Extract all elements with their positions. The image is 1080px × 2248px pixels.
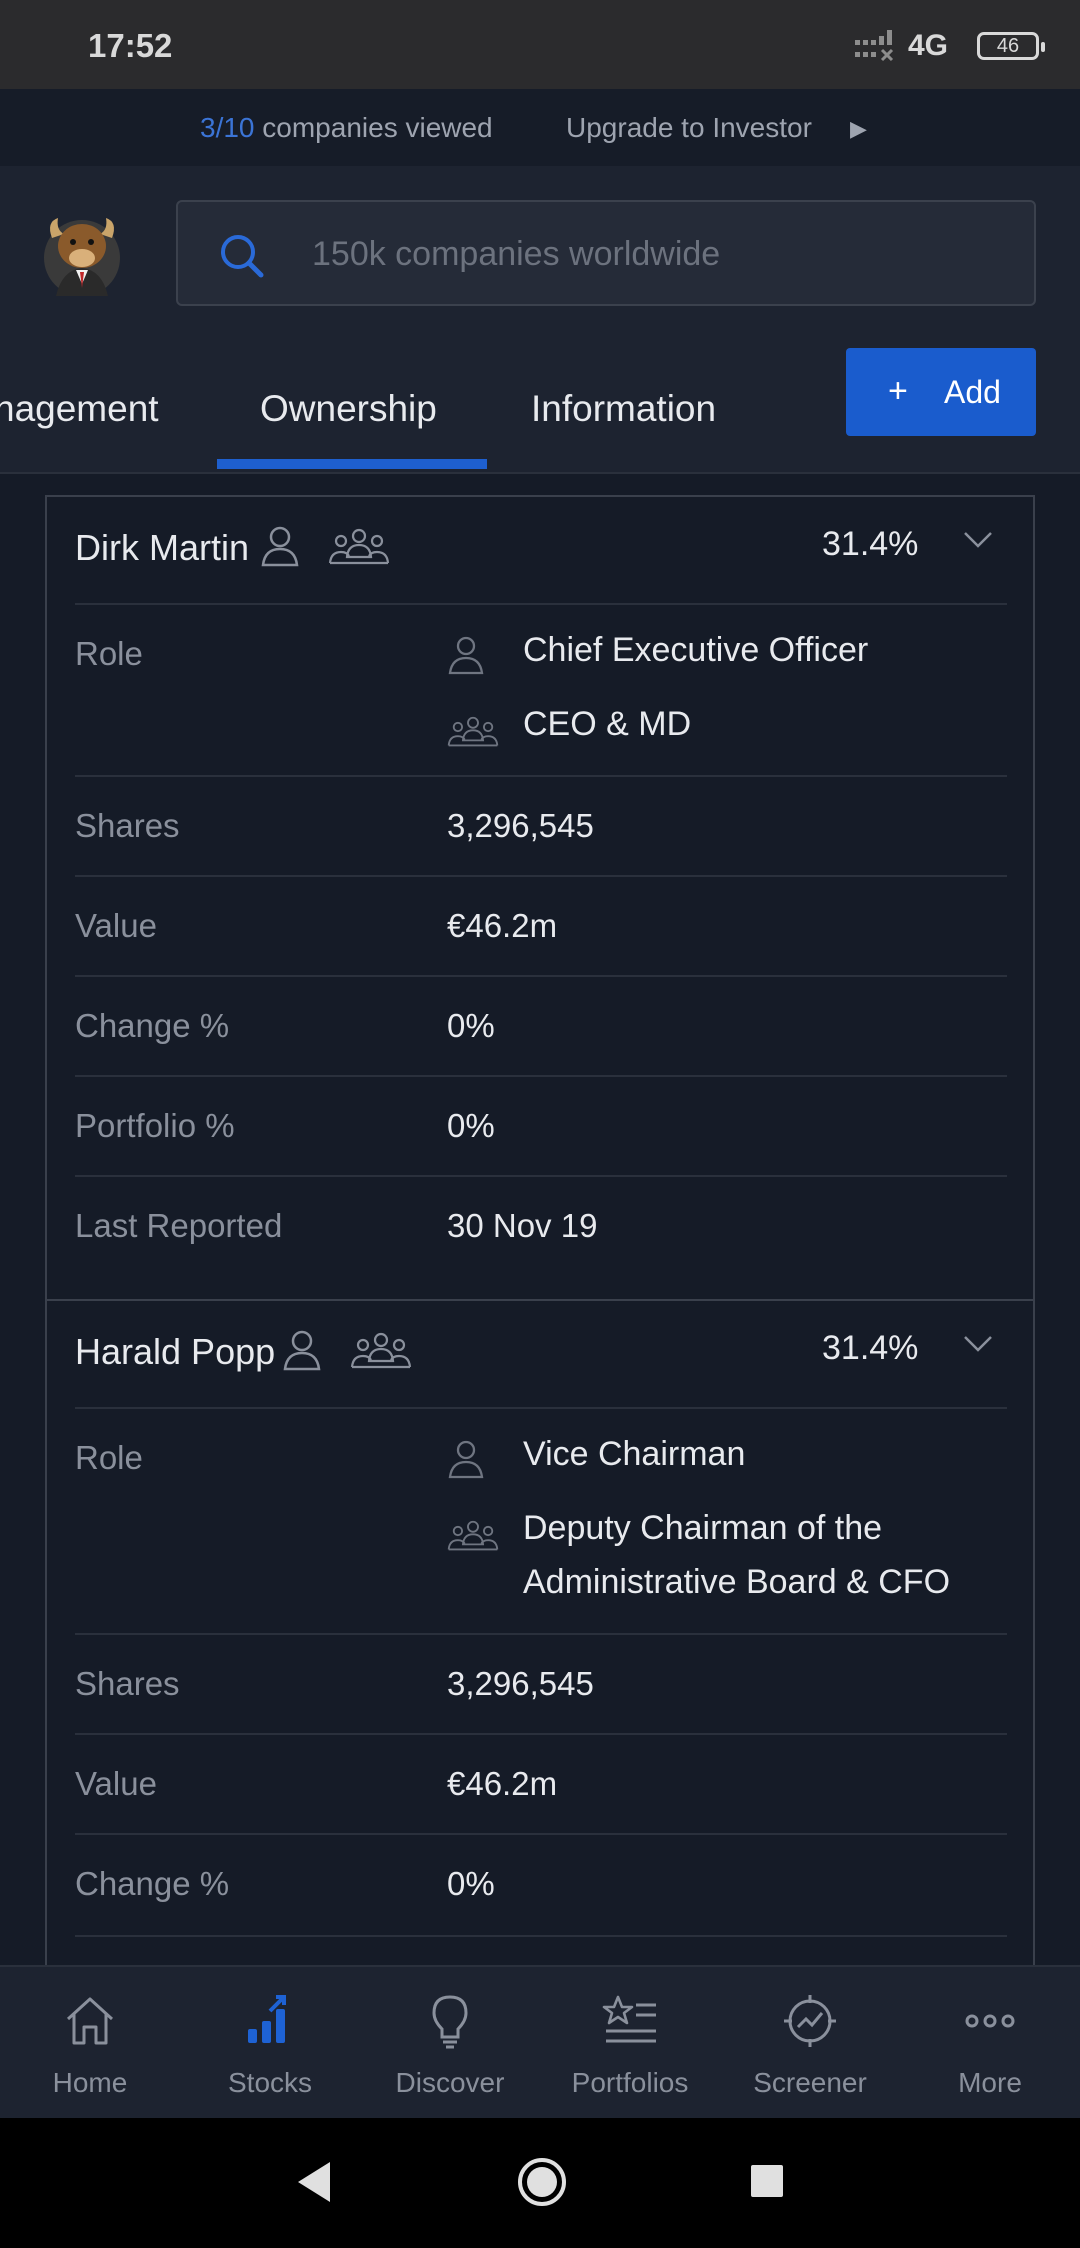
portfolios-icon [602, 1995, 656, 2043]
change-row: Change % 0% [75, 975, 1007, 1077]
system-nav-bar [0, 2118, 1080, 2248]
network-label: 4G [908, 29, 949, 62]
signal-icon [855, 30, 894, 62]
upgrade-link[interactable]: Upgrade to Investor [566, 112, 812, 143]
status-bar: 17:52 4G 46 [0, 0, 1080, 89]
change-value: 0% [447, 1007, 495, 1044]
companies-viewed-text: 3/10 companies viewed [200, 112, 493, 144]
nav-label: Discover [395, 2067, 505, 2098]
battery-icon: 46 [977, 32, 1045, 60]
shares-value: 3,296,545 [447, 807, 594, 844]
value-value: €46.2m [447, 907, 558, 944]
portfolio-value: 0% [447, 1107, 495, 1144]
app-header: nagement Ownership Information + Add [0, 166, 1080, 472]
active-tab-indicator [217, 459, 487, 469]
upgrade-banner[interactable]: 3/10 companies viewed Upgrade to Investo… [0, 89, 1080, 166]
screener-icon [784, 1995, 836, 2047]
viewed-count: 3/10 [200, 112, 255, 143]
search-bar[interactable] [176, 200, 1036, 306]
nav-screener[interactable]: Screener [720, 1967, 900, 2120]
change-label: Change % [75, 1007, 230, 1044]
insider-card: Dirk Martin 31.4% Role Chief Executive O… [45, 495, 1035, 1301]
shares-row: Shares 3,296,545 [75, 775, 1007, 877]
individual-role: Vice Chairman [523, 1435, 746, 1473]
value-label: Value [75, 1765, 157, 1802]
portfolio-label: Portfolio % [75, 1107, 235, 1144]
plus-icon: + [888, 372, 908, 410]
value-row: Value €46.2m [75, 1733, 1007, 1835]
shares-label: Shares [75, 807, 180, 844]
insider-header-row[interactable]: Harald Popp 31.4% [47, 1301, 1033, 1407]
tab-ownership[interactable]: Ownership [260, 388, 437, 429]
group-icon [328, 528, 390, 565]
nav-more[interactable]: More [900, 1967, 1080, 2120]
status-time: 17:52 [88, 27, 173, 64]
insider-name: Dirk Martin [75, 527, 250, 568]
role-label: Role [75, 1439, 143, 1476]
lightbulb-icon [432, 1995, 468, 2049]
viewed-label: companies viewed [262, 112, 493, 143]
bottom-nav: Home Stocks Discover Portfolios Screener [0, 1965, 1080, 2120]
nav-stocks[interactable]: Stocks [180, 1967, 360, 2120]
ownership-percent: 31.4% [822, 525, 919, 563]
nav-discover[interactable]: Discover [360, 1967, 540, 2120]
shares-label: Shares [75, 1665, 180, 1702]
back-icon[interactable] [294, 2160, 334, 2204]
add-button[interactable]: + Add [846, 348, 1036, 436]
insider-name: Harald Popp [75, 1331, 276, 1372]
last-reported-label: Last Reported [75, 1207, 283, 1244]
change-value: 0% [447, 1865, 495, 1902]
person-icon [261, 526, 299, 567]
role-label: Role [75, 635, 143, 672]
search-input[interactable] [310, 222, 994, 286]
last-reported-row: Last Reported 30 Nov 19 [75, 1175, 1007, 1277]
more-icon [965, 2014, 1015, 2028]
person-icon [448, 636, 484, 675]
portfolio-row: Portfolio % 0% [75, 1075, 1007, 1177]
tab-bar: nagement Ownership Information [0, 366, 1080, 472]
nav-label: Screener [753, 2067, 867, 2098]
value-label: Value [75, 907, 157, 944]
stocks-icon [248, 1995, 286, 2043]
nav-label: Home [52, 2067, 128, 2098]
change-row: Change % 0% [75, 1833, 1007, 1937]
change-label: Change % [75, 1865, 230, 1902]
individual-role: Chief Executive Officer [523, 631, 869, 669]
avatar[interactable] [42, 208, 122, 298]
play-arrow-icon: ▶ [850, 116, 867, 141]
nav-label: More [958, 2067, 1022, 2098]
board-role: CEO & MD [523, 705, 692, 743]
role-row: Role Vice Chairman Deputy Chairman of th… [75, 1407, 1007, 1635]
insider-header-row[interactable]: Dirk Martin 31.4% [47, 497, 1033, 603]
board-role-line: Administrative Board & CFO [523, 1563, 951, 1601]
chevron-down-icon[interactable] [962, 527, 994, 551]
value-row: Value €46.2m [75, 875, 1007, 977]
chevron-down-icon[interactable] [962, 1331, 994, 1355]
board-role-line: Deputy Chairman of the [523, 1509, 883, 1547]
insider-card: Harald Popp 31.4% Role Vice Chairman [45, 1299, 1035, 1999]
person-icon [448, 1440, 484, 1479]
role-row: Role Chief Executive Officer CEO & MD [75, 603, 1007, 777]
nav-label: Portfolios [571, 2067, 689, 2098]
last-reported-value: 30 Nov 19 [447, 1207, 598, 1244]
shares-value: 3,296,545 [447, 1665, 594, 1702]
group-icon [447, 1520, 499, 1551]
ownership-percent: 31.4% [822, 1329, 919, 1367]
value-value: €46.2m [447, 1765, 558, 1802]
header-divider [0, 472, 1080, 474]
nav-label: Stocks [227, 2067, 313, 2098]
shares-row: Shares 3,296,545 [75, 1633, 1007, 1735]
nav-home[interactable]: Home [0, 1967, 180, 2120]
add-button-label: Add [944, 374, 1001, 410]
group-icon [447, 716, 499, 747]
home-button-icon[interactable] [516, 2156, 568, 2208]
nav-portfolios[interactable]: Portfolios [540, 1967, 720, 2120]
search-icon [221, 235, 264, 278]
recents-icon[interactable] [750, 2164, 784, 2198]
group-icon [350, 1332, 412, 1369]
home-icon [66, 1997, 114, 2045]
person-icon [283, 1330, 321, 1371]
tab-information[interactable]: Information [531, 388, 717, 429]
tab-management[interactable]: nagement [0, 388, 159, 429]
